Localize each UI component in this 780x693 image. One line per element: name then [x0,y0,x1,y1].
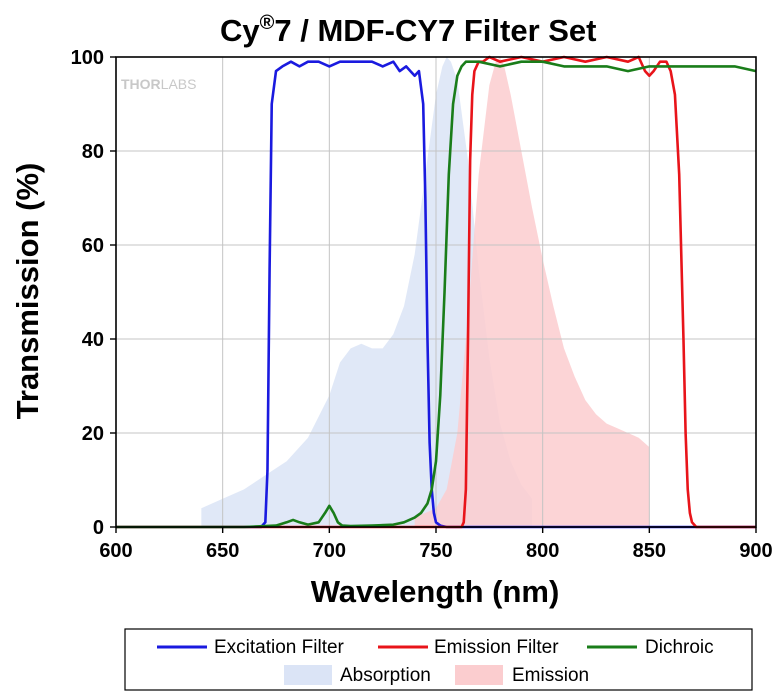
legend-label-excitation-filter: Excitation Filter [214,637,345,658]
legend: Excitation Filter Emission Filter Dichro… [124,628,753,691]
legend-swatch-absorption [284,665,332,685]
x-tick-label: 900 [739,540,772,562]
legend-frame [124,628,753,691]
x-tick-label: 600 [99,540,132,562]
y-tick-label: 40 [82,329,104,351]
series-area-emission [414,57,650,527]
x-tick-label: 800 [526,540,559,562]
series-line-emission-filter [116,55,756,529]
legend-label-emission-filter: Emission Filter [434,637,559,658]
x-tick-label: 750 [419,540,452,562]
chart-title-main: Cy [220,13,260,48]
legend-label-emission: Emission [512,665,589,686]
legend-label-dichroic: Dichroic [645,637,714,658]
legend-label-absorption: Absorption [340,665,431,686]
x-tick-label: 700 [313,540,346,562]
chart-title: Cy®7 / MDF-CY7 Filter Set [220,12,597,48]
x-axis-label: Wavelength (nm) [311,574,560,609]
y-tick-label: 80 [82,141,104,163]
y-tick-label: 0 [93,517,104,539]
x-tick-label: 650 [206,540,239,562]
y-axis-label: Transmission (%) [10,163,45,420]
legend-swatch-emission [455,665,503,685]
y-tick-label: 100 [71,47,104,69]
series-line-excitation-filter [116,60,756,529]
chart-title-rest: 7 / MDF-CY7 Filter Set [274,13,596,48]
chart-title-superscript: ® [260,12,275,34]
plot-area [115,55,757,529]
thorlabs-watermark: THORLABS [121,76,196,92]
axis-ticks: 600 650 700 750 800 850 900 0 20 40 60 80 100 [71,47,773,562]
x-tick-label: 850 [633,540,666,562]
series-line-dichroic [116,60,757,529]
y-tick-label: 60 [82,235,104,257]
y-tick-label: 20 [82,423,104,445]
